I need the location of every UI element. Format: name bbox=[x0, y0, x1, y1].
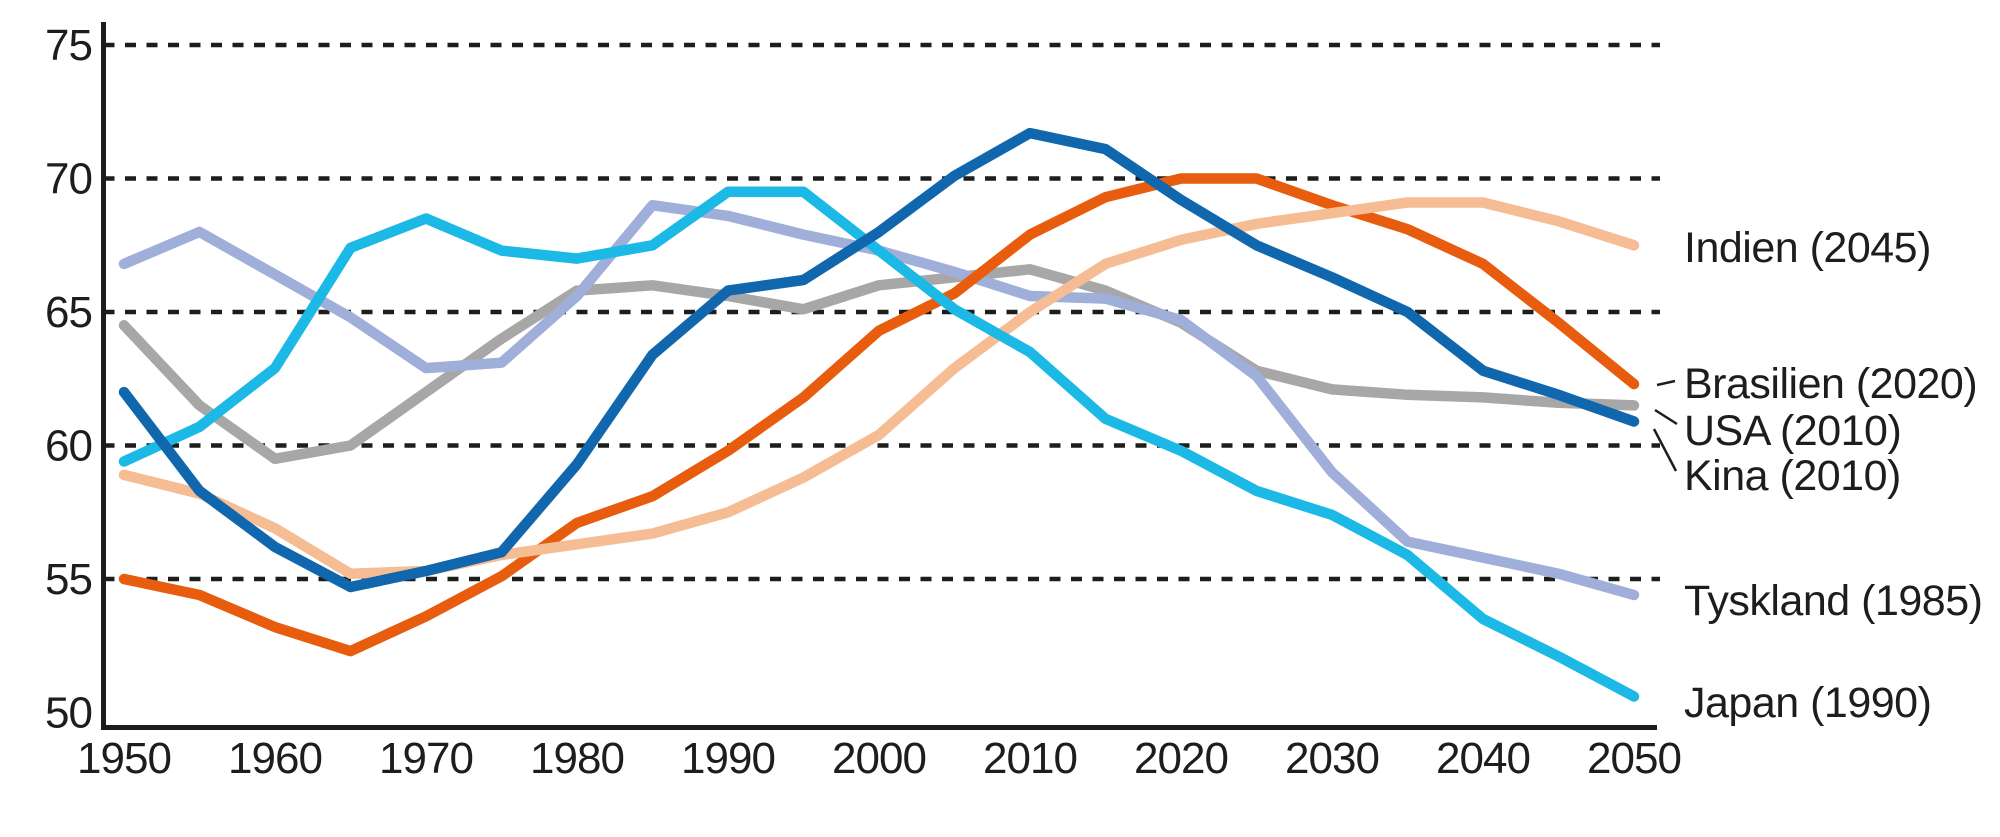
series-line-brasilien bbox=[118, 173, 1640, 657]
series-label-usa: USA (2010) bbox=[1684, 407, 1901, 455]
x-tick-1970: 1970 bbox=[379, 734, 473, 783]
series-line-indien bbox=[118, 197, 1640, 579]
series-line-japan bbox=[118, 186, 1640, 702]
x-tick-2020: 2020 bbox=[1134, 734, 1228, 783]
x-tick-1990: 1990 bbox=[681, 734, 775, 783]
label-leader-lines bbox=[1652, 379, 1678, 472]
y-tick-70: 70 bbox=[45, 155, 92, 204]
y-axis-tick-labels: 50 55 60 65 70 75 bbox=[45, 21, 93, 738]
series-end-labels: Indien (2045) Brasilien (2020) USA (2010… bbox=[1684, 224, 1983, 727]
x-tick-2000: 2000 bbox=[832, 734, 926, 783]
axis bbox=[101, 22, 1657, 730]
series-line-usa bbox=[118, 264, 1640, 465]
series-label-brasilien: Brasilien (2020) bbox=[1684, 360, 1977, 408]
y-tick-55: 55 bbox=[45, 555, 92, 604]
leader-line-brasilien bbox=[1656, 379, 1676, 387]
x-tick-1980: 1980 bbox=[530, 734, 624, 783]
y-tick-65: 65 bbox=[45, 288, 92, 337]
leader-line-usa bbox=[1654, 408, 1678, 426]
x-tick-2030: 2030 bbox=[1285, 734, 1379, 783]
x-tick-2040: 2040 bbox=[1436, 734, 1530, 783]
leader-line-kina bbox=[1652, 428, 1678, 472]
x-tick-1960: 1960 bbox=[228, 734, 322, 783]
x-axis-tick-labels: 1950 1960 1970 1980 1990 2000 2010 2020 2030 2040… bbox=[77, 734, 1682, 783]
y-tick-50: 50 bbox=[45, 689, 92, 738]
x-tick-2010: 2010 bbox=[983, 734, 1077, 783]
series-label-tyskland: Tyskland (1985) bbox=[1684, 577, 1982, 625]
x-tick-1950: 1950 bbox=[77, 734, 171, 783]
series-label-japan: Japan (1990) bbox=[1684, 679, 1931, 727]
gridlines bbox=[103, 42, 1660, 582]
series-line-tyskland bbox=[118, 199, 1640, 601]
x-tick-2050: 2050 bbox=[1587, 734, 1681, 783]
y-tick-75: 75 bbox=[45, 21, 92, 70]
y-tick-60: 60 bbox=[45, 422, 92, 471]
series-label-indien: Indien (2045) bbox=[1684, 224, 1931, 272]
series-lines bbox=[118, 127, 1640, 702]
series-line-kina bbox=[118, 127, 1640, 593]
series-label-kina: Kina (2010) bbox=[1684, 452, 1901, 500]
